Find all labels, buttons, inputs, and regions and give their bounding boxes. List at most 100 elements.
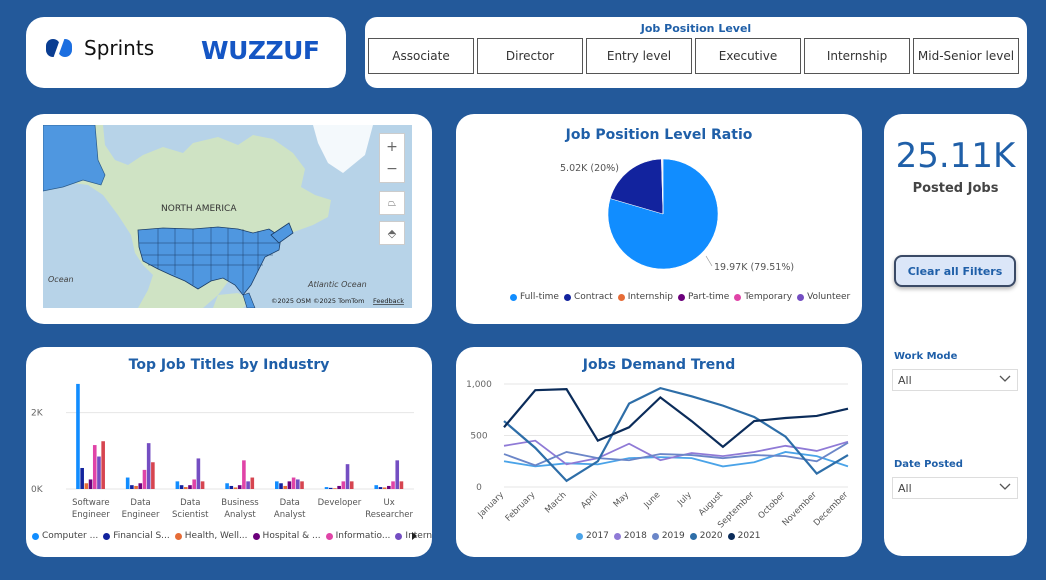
pie-legend-item-5[interactable]: Temporary — [734, 292, 792, 302]
bar-business-analyst-1[interactable] — [225, 483, 229, 489]
bar-business-analyst-7[interactable] — [250, 477, 255, 489]
chevron-down-icon — [999, 375, 1011, 382]
bar-data-engineer-5[interactable] — [142, 469, 147, 489]
bar-software-engineer-7[interactable] — [101, 441, 105, 489]
line-series-2017[interactable] — [503, 451, 849, 468]
bar-developer-6[interactable] — [345, 464, 350, 489]
bar-developer-1[interactable] — [324, 487, 329, 489]
bar-developer-2[interactable] — [328, 487, 333, 489]
bar-ytick-label: 2K — [31, 409, 44, 419]
bar-business-analyst-2[interactable] — [229, 485, 234, 489]
bar-data-scientist-1[interactable] — [175, 481, 180, 489]
zoom-in-button[interactable]: + — [386, 139, 398, 155]
bar-ux-researcher-7[interactable] — [399, 481, 404, 489]
bar-data-scientist-3[interactable] — [183, 487, 188, 489]
compass-icon[interactable]: ⬘ — [379, 221, 405, 245]
bar-legend-item-1[interactable]: Computer ... — [32, 531, 98, 541]
line-series-2020[interactable] — [503, 386, 849, 483]
bar-data-analyst-7[interactable] — [300, 481, 304, 489]
line-xtick-label: February — [504, 490, 538, 524]
bar-developer-3[interactable] — [333, 488, 337, 489]
bar-data-scientist-5[interactable] — [192, 479, 196, 489]
bar-data-engineer-4[interactable] — [138, 483, 143, 489]
bar-business-analyst-6[interactable] — [246, 481, 250, 489]
bar-ux-researcher-2[interactable] — [378, 487, 383, 489]
bar-legend-item-4[interactable]: Hospital & ... — [252, 531, 321, 541]
line-legend-item-5[interactable]: 2021 — [727, 531, 761, 541]
bar-data-scientist-4[interactable] — [188, 485, 192, 489]
slicer-option-entry-level[interactable]: Entry level — [586, 38, 692, 74]
clear-filters-button[interactable]: Clear all Filters — [894, 255, 1016, 287]
pie-legend-item-3[interactable]: Internship — [617, 292, 673, 302]
bar-data-analyst-3[interactable] — [283, 485, 288, 489]
bar-data-engineer-6[interactable] — [146, 443, 151, 489]
bar-ux-researcher-6[interactable] — [395, 460, 400, 489]
bar-software-engineer-6[interactable] — [97, 456, 101, 489]
map-view[interactable]: NORTH AMERICA Ocean Atlantic Ocean ©2025… — [43, 125, 412, 308]
bar-data-engineer-3[interactable] — [134, 485, 138, 489]
pie-legend-item-4[interactable]: Part-time — [677, 292, 729, 302]
date-posted-dropdown[interactable]: All — [892, 477, 1018, 499]
slicer-option-executive[interactable]: Executive — [695, 38, 801, 74]
bar-business-analyst-3[interactable] — [233, 487, 238, 489]
legend-next-icon[interactable] — [411, 531, 419, 541]
bar-developer-5[interactable] — [341, 481, 346, 489]
bar-data-analyst-6[interactable] — [296, 479, 300, 489]
line-legend-item-3[interactable]: 2019 — [651, 531, 685, 541]
bar-ux-researcher-5[interactable] — [391, 481, 395, 489]
bar-legend-item-3[interactable]: Health, Well... — [174, 531, 248, 541]
bar-business-analyst-4[interactable] — [237, 485, 242, 489]
line-legend-item-1[interactable]: 2017 — [576, 531, 609, 541]
tilt-button[interactable]: ⏢ — [379, 191, 405, 215]
bar-data-analyst-2[interactable] — [279, 483, 283, 489]
bar-software-engineer-5[interactable] — [92, 445, 97, 489]
bar-data-scientist-6[interactable] — [196, 458, 201, 489]
pie-slice-contract[interactable] — [609, 158, 664, 215]
bar-ux-researcher-1[interactable] — [374, 485, 379, 489]
line-legend-item-2[interactable]: 2018 — [613, 531, 647, 541]
bar-data-scientist-2[interactable] — [179, 485, 184, 489]
bar-data-analyst-4[interactable] — [287, 481, 292, 489]
bar-software-engineer-3[interactable] — [84, 483, 89, 489]
slicer-option-mid-senior[interactable]: Mid-Senior level — [913, 38, 1019, 74]
pie-legend-item-2[interactable]: Contract — [563, 292, 613, 302]
bar-developer-7[interactable] — [349, 481, 354, 489]
bar-data-engineer-1[interactable] — [125, 477, 130, 489]
bar-data-engineer-7[interactable] — [151, 462, 155, 489]
bar-data-scientist-7[interactable] — [200, 481, 205, 489]
slicer-option-director[interactable]: Director — [477, 38, 583, 74]
work-mode-dropdown[interactable]: All — [892, 369, 1018, 391]
bar-legend-item-6[interactable]: Internet — [395, 531, 432, 541]
line-series-2021[interactable] — [503, 388, 849, 449]
bar-data-analyst-1[interactable] — [275, 481, 279, 489]
bar-software-engineer-1[interactable] — [76, 383, 80, 489]
slicer-option-internship[interactable]: Internship — [804, 38, 910, 74]
bar-business-analyst-5[interactable] — [242, 460, 246, 489]
bar-ux-researcher-3[interactable] — [382, 487, 387, 489]
line-chart-card: Jobs Demand Trend 0 500 1,000 January Februa… — [456, 347, 862, 557]
line-xtick-label: April — [579, 490, 600, 511]
slicer-options: Associate Director Entry level Executive… — [368, 38, 1019, 74]
line-series-2019[interactable] — [503, 441, 849, 467]
slicer-option-associate[interactable]: Associate — [368, 38, 474, 74]
pie-legend-item-6[interactable]: Volunteer — [797, 292, 850, 302]
bar-data-analyst-5[interactable] — [291, 477, 296, 489]
line-legend-label: 2018 — [623, 531, 647, 541]
line-legend-item-4[interactable]: 2020 — [689, 531, 723, 541]
bar-software-engineer-4[interactable] — [88, 479, 93, 489]
bar-software-engineer-2[interactable] — [80, 467, 84, 489]
line-legend-label: 2017 — [586, 531, 609, 541]
line-series-2018[interactable] — [503, 439, 849, 466]
pie-legend-swatch — [734, 293, 742, 301]
bar-ux-researcher-4[interactable] — [387, 485, 391, 489]
bar-legend-item-2[interactable]: Financial S... — [103, 531, 170, 541]
bar-legend-item-5[interactable]: Informatio... — [325, 531, 390, 541]
bar-data-engineer-2[interactable] — [130, 485, 134, 489]
pie-legend-item-1[interactable]: Full-time — [510, 292, 559, 302]
bar-legend-swatch — [174, 532, 182, 540]
bar-developer-4[interactable] — [337, 485, 341, 489]
zoom-out-button[interactable]: − — [386, 161, 398, 177]
line-xtick-label: October — [756, 490, 787, 521]
line-xtick-label: July — [675, 490, 694, 509]
map-feedback-link[interactable]: Feedback — [373, 297, 404, 305]
